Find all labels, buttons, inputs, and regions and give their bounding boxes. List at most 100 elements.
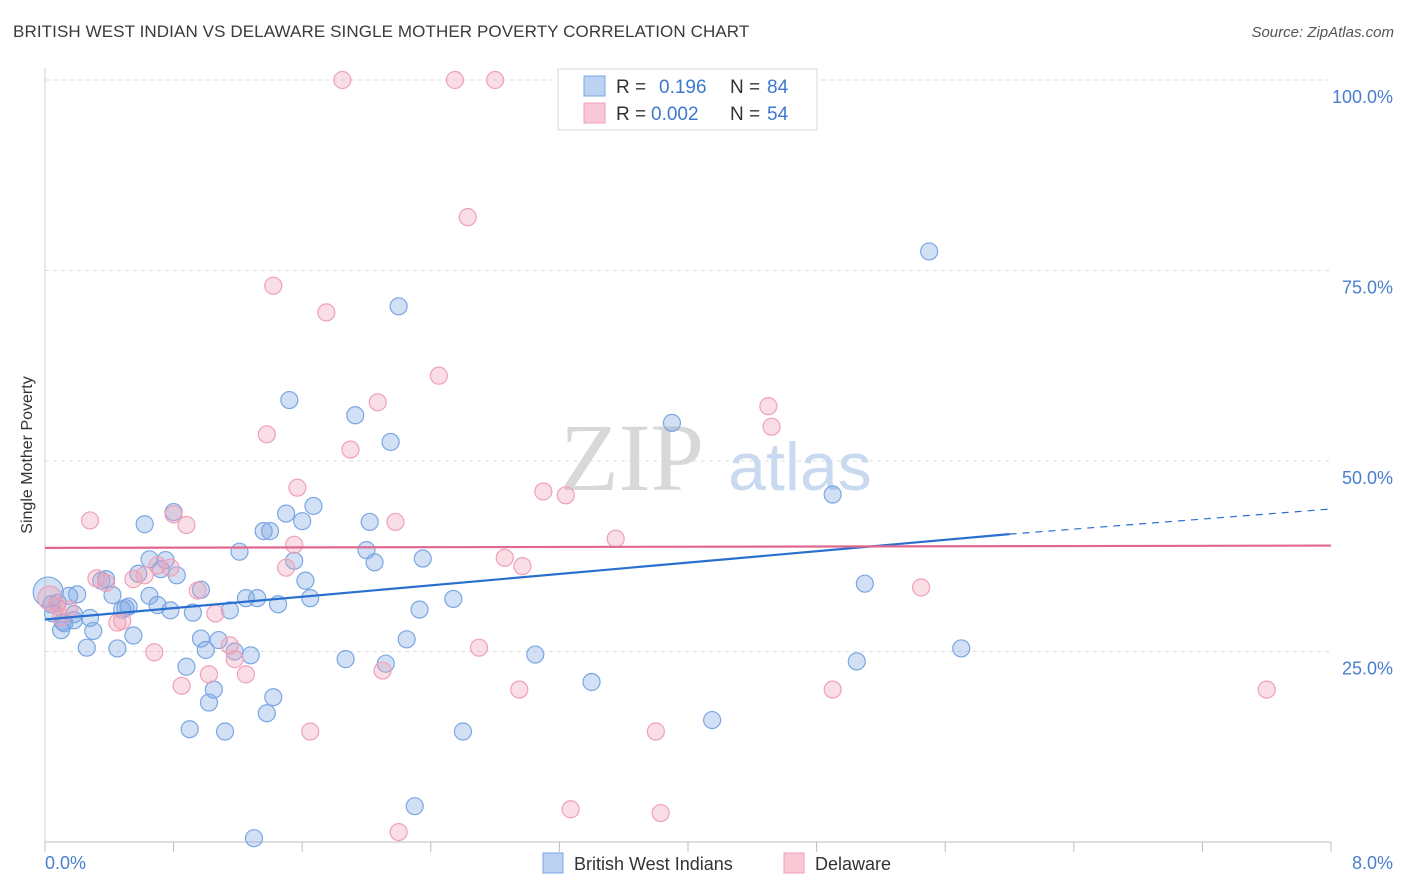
point-delaware xyxy=(124,570,143,589)
legend-swatch-delaware xyxy=(583,102,606,124)
point-delaware xyxy=(37,585,63,611)
point-british-west-indians xyxy=(336,650,355,669)
point-british-west-indians xyxy=(301,589,320,608)
point-delaware xyxy=(333,70,352,90)
point-delaware xyxy=(288,478,307,497)
legend-r-label-1: R = xyxy=(616,77,646,98)
point-british-west-indians xyxy=(209,630,228,650)
point-british-west-indians xyxy=(84,621,103,641)
point-british-west-indians xyxy=(161,601,180,620)
point-delaware xyxy=(135,566,154,585)
watermark-zip: ZIP xyxy=(560,404,704,511)
y-tick-label: 50.0% xyxy=(1342,468,1393,488)
top-legend: R = 0.196 N = 84 R = 0.002 N = 54 xyxy=(557,68,818,131)
point-delaware xyxy=(206,604,225,623)
point-delaware xyxy=(60,600,79,619)
trend-line-british-west-indians-extension xyxy=(1009,508,1332,535)
legend-n-label-1: N = xyxy=(730,77,760,98)
point-delaware xyxy=(458,208,477,227)
point-british-west-indians xyxy=(215,722,235,741)
bottom-legend-label-delaware: Delaware xyxy=(815,854,891,874)
point-delaware xyxy=(341,440,360,459)
point-british-west-indians xyxy=(360,512,379,532)
axes xyxy=(44,68,1332,852)
point-delaware xyxy=(225,650,244,669)
point-british-west-indians xyxy=(405,797,424,816)
point-british-west-indians xyxy=(823,485,842,504)
legend-r-value-2: 0.002 xyxy=(651,104,699,125)
legend-r-value-1: 0.196 xyxy=(659,77,707,98)
point-delaware xyxy=(285,535,304,554)
point-british-west-indians xyxy=(248,589,267,608)
point-british-west-indians xyxy=(703,710,722,730)
point-delaware xyxy=(317,303,336,322)
point-british-west-indians xyxy=(952,639,971,658)
point-delaware xyxy=(301,722,320,741)
point-british-west-indians xyxy=(582,672,601,692)
point-delaware xyxy=(510,680,529,699)
legend-n-label-2: N = xyxy=(730,104,760,125)
x-tick-label: 0.0% xyxy=(45,853,86,873)
point-delaware xyxy=(264,276,283,295)
point-british-west-indians xyxy=(293,512,312,531)
point-delaware xyxy=(495,548,514,567)
x-tick-label: 8.0% xyxy=(1352,853,1393,873)
point-delaware xyxy=(96,573,116,593)
point-delaware xyxy=(257,425,276,444)
source-label: Source: ZipAtlas.com xyxy=(1251,24,1394,41)
point-british-west-indians xyxy=(855,574,874,593)
point-british-west-indians xyxy=(220,601,239,620)
point-british-west-indians xyxy=(244,829,264,848)
point-british-west-indians xyxy=(183,603,202,622)
y-tick-label: 25.0% xyxy=(1342,659,1393,679)
gridlines xyxy=(45,79,1331,652)
trend-lines xyxy=(44,508,1332,621)
point-delaware xyxy=(80,511,100,530)
watermark: ZIP atlas xyxy=(560,404,872,511)
point-british-west-indians xyxy=(135,515,154,534)
point-delaware xyxy=(646,722,665,741)
point-british-west-indians xyxy=(413,549,432,568)
point-delaware xyxy=(188,581,207,600)
point-british-west-indians xyxy=(389,297,408,316)
point-delaware xyxy=(145,643,164,662)
point-british-west-indians xyxy=(204,680,223,699)
point-british-west-indians xyxy=(96,570,116,589)
point-british-west-indians xyxy=(177,657,196,676)
point-british-west-indians xyxy=(847,652,866,671)
point-delaware xyxy=(386,512,405,532)
point-british-west-indians xyxy=(662,413,682,432)
bottom-legend: British West Indians Delaware xyxy=(542,852,891,874)
point-british-west-indians xyxy=(365,553,384,572)
data-points xyxy=(32,70,1276,848)
point-delaware xyxy=(651,803,670,823)
point-british-west-indians xyxy=(77,638,96,657)
point-delaware xyxy=(172,676,191,695)
bottom-legend-swatch-delaware xyxy=(783,852,805,874)
point-british-west-indians xyxy=(526,645,545,664)
point-british-west-indians xyxy=(280,390,299,410)
watermark-atlas: atlas xyxy=(728,429,872,505)
point-british-west-indians xyxy=(296,571,315,590)
point-delaware xyxy=(1257,680,1276,699)
point-british-west-indians xyxy=(264,688,283,707)
legend-n-value-1: 84 xyxy=(767,77,789,98)
point-british-west-indians xyxy=(444,589,463,609)
point-british-west-indians xyxy=(410,600,429,619)
point-british-west-indians xyxy=(68,585,87,604)
point-delaware xyxy=(606,529,625,548)
point-british-west-indians xyxy=(191,629,211,648)
legend-r-label-2: R = xyxy=(616,104,646,125)
point-delaware xyxy=(759,397,778,416)
point-british-west-indians xyxy=(124,626,143,645)
point-british-west-indians xyxy=(277,504,296,523)
point-british-west-indians xyxy=(180,720,199,739)
chart-title: BRITISH WEST INDIAN VS DELAWARE SINGLE M… xyxy=(13,22,750,41)
point-delaware xyxy=(368,393,387,412)
point-delaware xyxy=(373,661,392,680)
point-delaware xyxy=(236,665,256,684)
point-british-west-indians xyxy=(129,564,148,583)
trend-line-british-west-indians xyxy=(44,533,1010,621)
point-delaware xyxy=(911,578,931,597)
point-delaware xyxy=(513,557,532,576)
